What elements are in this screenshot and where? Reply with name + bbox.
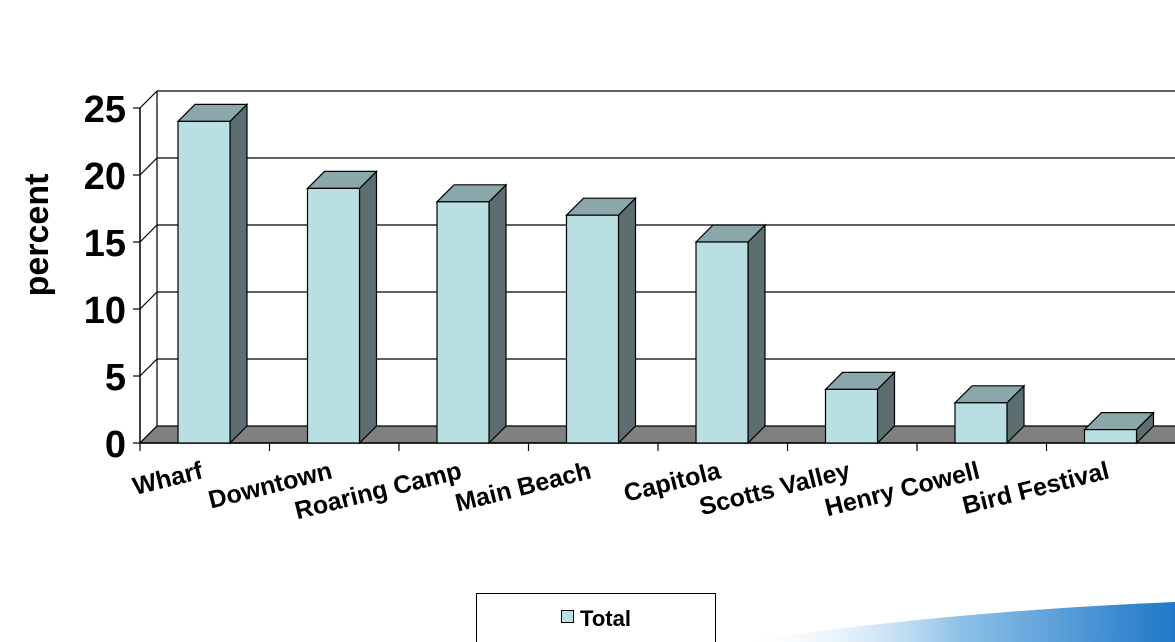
bar-side bbox=[229, 102, 248, 445]
gridline-depth bbox=[139, 291, 158, 310]
legend-swatch bbox=[561, 610, 575, 623]
bar bbox=[824, 370, 896, 445]
bar bbox=[435, 183, 508, 445]
decorative-swoosh bbox=[740, 602, 1175, 642]
bar-front bbox=[954, 402, 1008, 444]
bars bbox=[176, 102, 1155, 445]
legend: Total bbox=[476, 593, 716, 642]
y-tick-label: 25 bbox=[84, 89, 126, 131]
bar-side bbox=[747, 223, 766, 445]
y-tick-label: 0 bbox=[105, 424, 126, 466]
bar bbox=[694, 223, 767, 445]
x-tick-label: Main Beach bbox=[452, 457, 594, 518]
bar bbox=[306, 169, 378, 445]
x-tick-label: Bird Festival bbox=[960, 457, 1112, 520]
bar-front bbox=[824, 388, 879, 444]
gridline-depth bbox=[139, 157, 158, 176]
bar bbox=[176, 102, 249, 445]
legend-label: Total bbox=[580, 606, 631, 631]
bar-side bbox=[358, 169, 378, 445]
y-tick-labels: 0 5 10 15 20 25 bbox=[84, 89, 126, 466]
gridline-depth bbox=[139, 90, 158, 109]
bar bbox=[953, 384, 1026, 445]
bar-front bbox=[565, 214, 620, 444]
gridline-depth bbox=[139, 224, 158, 243]
y-tick-label: 10 bbox=[84, 290, 126, 332]
bar bbox=[565, 196, 637, 445]
y-axis-label: percent bbox=[18, 174, 56, 297]
bar-front bbox=[436, 201, 490, 444]
bar-side bbox=[617, 196, 637, 445]
bar-side bbox=[488, 183, 507, 445]
bar-front bbox=[306, 187, 361, 444]
bar bbox=[1083, 411, 1155, 445]
x-tick-label: Wharf bbox=[130, 456, 206, 500]
bar-front bbox=[177, 120, 231, 444]
gridline-depth bbox=[139, 358, 158, 377]
bar-front bbox=[695, 241, 749, 444]
bar-front bbox=[1083, 429, 1138, 444]
y-tick-label: 5 bbox=[105, 357, 126, 399]
y-tick-label: 15 bbox=[84, 223, 126, 265]
y-tick-label: 20 bbox=[84, 156, 126, 198]
